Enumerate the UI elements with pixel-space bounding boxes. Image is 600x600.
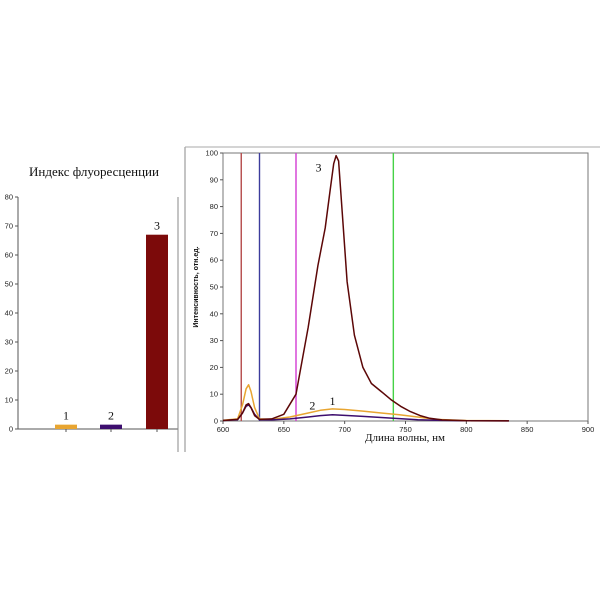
y-tick-label: 0 bbox=[214, 417, 218, 426]
series-2-line bbox=[222, 404, 509, 422]
x-tick-label: 750 bbox=[399, 425, 412, 434]
y-tick-label: 20 bbox=[210, 363, 218, 372]
y-tick-label: 90 bbox=[210, 175, 218, 184]
series-label: 3 bbox=[316, 161, 322, 175]
y-tick-label: 70 bbox=[210, 229, 218, 238]
series-label: 1 bbox=[330, 394, 336, 408]
bar-y-tick-label: 60 bbox=[5, 251, 13, 260]
bar-y-tick-label: 30 bbox=[5, 338, 13, 347]
y-axis-label: Интенсивность, отн.ед. bbox=[193, 246, 200, 327]
x-tick-label: 850 bbox=[521, 425, 534, 434]
bar-y-tick-label: 0 bbox=[9, 425, 13, 434]
y-tick-label: 100 bbox=[205, 149, 218, 158]
bar-2 bbox=[100, 424, 122, 429]
bar-y-tick-label: 50 bbox=[5, 280, 13, 289]
x-tick-label: 650 bbox=[278, 425, 291, 434]
bar-chart-title: Индекс флуоресценции bbox=[29, 164, 159, 179]
bar-label: 2 bbox=[108, 409, 114, 423]
x-tick-label: 800 bbox=[460, 425, 473, 434]
bar-y-tick-label: 20 bbox=[5, 367, 13, 376]
y-tick-label: 40 bbox=[210, 309, 218, 318]
spectrum-ticks: 0 10 20 30 40 50 60 70 80 90 100 600 650 700 750 800 850… bbox=[205, 149, 594, 435]
bars: 1 2 3 bbox=[55, 219, 168, 432]
y-tick-label: 50 bbox=[210, 283, 218, 292]
bar-label: 3 bbox=[154, 219, 160, 233]
series-label: 2 bbox=[309, 399, 315, 413]
series-3-line bbox=[222, 154, 509, 422]
x-tick-label: 700 bbox=[338, 425, 351, 434]
x-tick-label: 900 bbox=[582, 425, 595, 434]
x-tick-label: 600 bbox=[217, 425, 230, 434]
bar-3 bbox=[146, 234, 168, 429]
bar-y-tick-label: 80 bbox=[5, 193, 13, 202]
bar-label: 1 bbox=[63, 409, 69, 423]
series-1-line bbox=[222, 384, 509, 422]
bar-1 bbox=[55, 424, 77, 429]
x-axis-label: Длина волны, нм bbox=[365, 432, 445, 444]
marker-lines bbox=[240, 153, 395, 421]
spectrum-series: 1 2 3 bbox=[222, 154, 509, 422]
bar-y-tick-label: 70 bbox=[5, 222, 13, 231]
plot-frame bbox=[222, 152, 589, 422]
bar-y-ticks: 0 10 20 30 40 50 60 70 80 bbox=[5, 193, 18, 434]
y-tick-label: 10 bbox=[210, 390, 218, 399]
y-tick-label: 60 bbox=[210, 256, 218, 265]
bar-chart: Индекс флуоресценции 0 10 20 30 40 50 60 70 80 1… bbox=[5, 164, 179, 452]
bar-y-tick-label: 10 bbox=[5, 396, 13, 405]
y-tick-label: 30 bbox=[210, 336, 218, 345]
y-tick-label: 80 bbox=[210, 202, 218, 211]
bar-y-tick-label: 40 bbox=[5, 309, 13, 318]
spectrum-chart: 0 10 20 30 40 50 60 70 80 90 100 600 650 700 750 800 850… bbox=[184, 146, 600, 452]
